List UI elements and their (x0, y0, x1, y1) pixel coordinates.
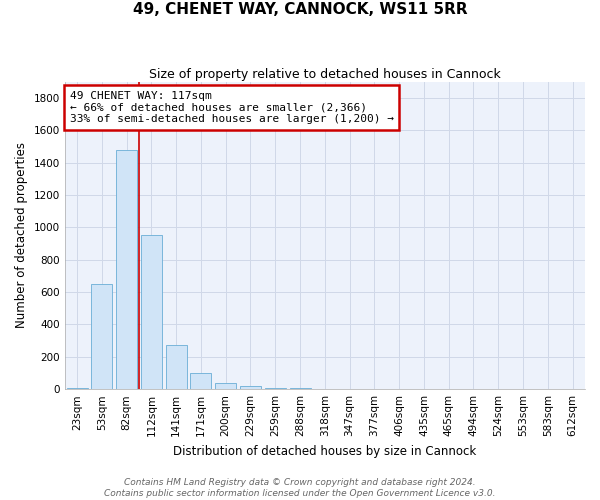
Bar (67, 388, 88, 389)
Text: 49, CHENET WAY, CANNOCK, WS11 5RR: 49, CHENET WAY, CANNOCK, WS11 5RR (133, 2, 467, 18)
Bar (265, 388, 286, 389)
Bar (141, 236, 162, 389)
Text: Contains HM Land Registry data © Crown copyright and database right 2024.
Contai: Contains HM Land Registry data © Crown c… (104, 478, 496, 498)
Bar (116, 150, 137, 389)
X-axis label: Distribution of detached houses by size in Cannock: Distribution of detached houses by size … (173, 444, 476, 458)
Bar (290, 388, 311, 389)
Bar (215, 382, 236, 389)
Y-axis label: Number of detached properties: Number of detached properties (15, 142, 28, 328)
Bar (166, 346, 187, 389)
Bar (91, 284, 112, 389)
Title: Size of property relative to detached houses in Cannock: Size of property relative to detached ho… (149, 68, 501, 80)
Bar (190, 373, 211, 389)
Text: 49 CHENET WAY: 117sqm
← 66% of detached houses are smaller (2,366)
33% of semi-d: 49 CHENET WAY: 117sqm ← 66% of detached … (70, 91, 394, 124)
Bar (240, 386, 261, 389)
